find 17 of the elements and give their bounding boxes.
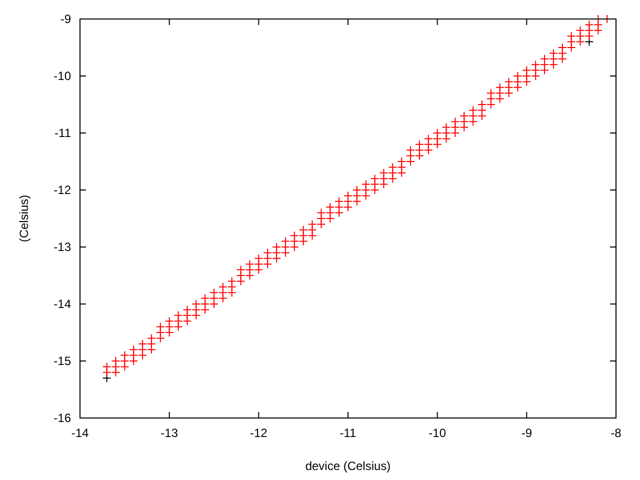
y-tick-label: -16 <box>54 411 72 425</box>
y-tick-label: -15 <box>54 354 72 368</box>
y-axis-title: (Celsius) <box>17 194 31 242</box>
x-tick-label: -8 <box>610 426 622 440</box>
x-axis-title: device (Celsius) <box>305 459 391 473</box>
y-tick-label: -12 <box>54 183 72 197</box>
x-tick-label: -11 <box>340 426 357 440</box>
y-tick-label: -10 <box>54 69 72 83</box>
y-tick-label: -9 <box>60 12 72 26</box>
y-tick-label: -14 <box>54 297 72 311</box>
x-tick-label: -14 <box>71 426 89 440</box>
x-tick-label: -10 <box>428 426 446 440</box>
y-tick-label: -11 <box>54 126 72 140</box>
x-tick-label: -12 <box>250 426 268 440</box>
x-tick-label: -13 <box>160 426 178 440</box>
y-tick-label: -13 <box>54 240 72 254</box>
x-tick-label: -9 <box>521 426 532 440</box>
